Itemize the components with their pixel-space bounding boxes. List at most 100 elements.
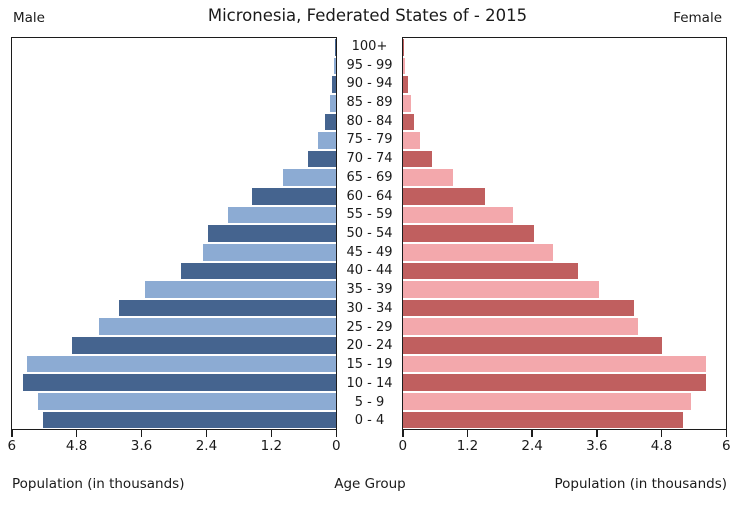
bar-female-0-4 [403, 411, 683, 429]
tick-label-female-0: 0 [398, 438, 408, 454]
bar-row-male-0-4 [12, 411, 336, 430]
bar-row-male-85-89 [12, 94, 336, 113]
bar-row-female-50-54 [403, 224, 726, 243]
bar-row-female-40-44 [403, 262, 726, 281]
bar-row-male-15-19 [12, 355, 336, 374]
bar-row-male-90-94 [12, 75, 336, 94]
bar-row-male-45-49 [12, 243, 336, 262]
tick-male-6 [11, 430, 13, 437]
tick-label-male-3.6: 3.6 [130, 438, 153, 454]
bar-female-10-14 [403, 374, 707, 391]
age-label-85-89: 85 - 89 [346, 95, 393, 111]
bar-row-female-85-89 [403, 94, 726, 113]
tick-female-4.8 [660, 430, 663, 437]
bar-row-female-55-59 [403, 206, 726, 225]
bar-male-20-24 [72, 337, 336, 354]
bar-female-100plus [403, 39, 405, 56]
bar-row-male-30-34 [12, 299, 336, 318]
male-bars-panel [11, 37, 337, 430]
tick-male-2.4 [205, 430, 208, 437]
bar-male-40-44 [181, 262, 336, 280]
age-label-55-59: 55 - 59 [346, 207, 393, 223]
bar-male-45-49 [202, 243, 336, 261]
bar-row-male-35-39 [12, 280, 336, 299]
tick-male-4.8 [75, 430, 78, 437]
tick-label-female-1.2: 1.2 [456, 438, 479, 454]
bar-row-female-20-24 [403, 336, 726, 355]
tick-label-male-2.4: 2.4 [195, 438, 218, 454]
bar-row-male-70-74 [12, 150, 336, 169]
bar-female-40-44 [403, 262, 579, 280]
bar-male-60-64 [252, 188, 336, 205]
bar-row-male-75-79 [12, 131, 336, 150]
bar-row-female-100plus [403, 38, 726, 57]
age-axis-caption: Age Group [334, 476, 406, 492]
bar-male-70-74 [307, 150, 336, 168]
tick-label-male-1.2: 1.2 [260, 438, 283, 454]
tick-female-1.2 [466, 430, 469, 437]
age-group-axis: 100+ 95 - 99 90 - 94 85 - 89 80 - 84 75 - 79 7… [337, 37, 402, 430]
bar-male-10-14 [23, 374, 336, 391]
female-side-label: Female [673, 10, 722, 26]
age-label-40-44: 40 - 44 [346, 263, 393, 279]
bar-row-female-35-39 [403, 280, 726, 299]
tick-female-2.4 [531, 430, 533, 437]
bar-male-25-29 [98, 318, 336, 335]
tick-label-female-6: 6 [721, 438, 731, 454]
bar-row-female-0-4 [403, 411, 726, 430]
bar-female-70-74 [403, 150, 433, 168]
bar-row-male-10-14 [12, 373, 336, 392]
bar-female-90-94 [403, 76, 408, 93]
bar-row-female-30-34 [403, 299, 726, 318]
bar-male-65-69 [282, 169, 336, 186]
bar-female-85-89 [403, 94, 411, 112]
male-side-label: Male [13, 10, 45, 26]
female-axis-caption: Population (in thousands) [554, 476, 727, 492]
bar-female-20-24 [403, 337, 662, 354]
bar-row-female-5-9 [403, 392, 726, 411]
tick-male-1.2 [270, 430, 273, 437]
age-label-65-69: 65 - 69 [346, 169, 393, 185]
bar-row-female-90-94 [403, 75, 726, 94]
bar-female-5-9 [403, 392, 691, 410]
age-label-70-74: 70 - 74 [346, 151, 393, 167]
male-axis-caption: Population (in thousands) [12, 476, 185, 492]
bar-male-15-19 [27, 355, 336, 373]
age-label-35-39: 35 - 39 [346, 282, 393, 298]
age-label-10-14: 10 - 14 [346, 375, 393, 391]
tick-label-male-0: 0 [331, 438, 341, 454]
tick-label-female-2.4: 2.4 [521, 438, 543, 454]
age-label-15-19: 15 - 19 [346, 357, 393, 373]
age-label-75-79: 75 - 79 [346, 132, 393, 148]
bar-male-80-84 [325, 113, 336, 131]
tick-female-0 [402, 430, 404, 437]
bar-male-95-99 [334, 57, 336, 75]
bar-female-75-79 [403, 132, 421, 149]
chart-title: Micronesia, Federated States of - 2015 [207, 6, 528, 25]
bar-female-55-59 [403, 206, 513, 224]
bar-row-male-5-9 [12, 392, 336, 411]
bar-row-male-100plus [12, 38, 336, 57]
tick-male-3.6 [140, 430, 143, 437]
tick-label-male-6: 6 [7, 438, 17, 454]
age-label-25-29: 25 - 29 [346, 319, 393, 335]
age-label-95-99: 95 - 99 [346, 57, 393, 73]
bar-female-95-99 [403, 57, 406, 75]
bar-female-45-49 [403, 243, 553, 261]
bar-row-male-55-59 [12, 206, 336, 225]
bar-row-female-65-69 [403, 168, 726, 187]
female-bars-panel [402, 37, 727, 430]
tick-label-female-4.8: 4.8 [650, 438, 673, 454]
tick-label-male-4.8: 4.8 [65, 438, 88, 454]
bar-row-female-75-79 [403, 131, 726, 150]
bar-row-female-10-14 [403, 373, 726, 392]
bar-row-female-95-99 [403, 57, 726, 76]
tick-label-female-3.6: 3.6 [586, 438, 608, 454]
bar-female-30-34 [403, 299, 635, 317]
age-label-30-34: 30 - 34 [346, 300, 393, 316]
bar-female-50-54 [403, 225, 534, 242]
bar-row-male-20-24 [12, 336, 336, 355]
tick-female-6 [725, 430, 727, 437]
age-label-60-64: 60 - 64 [346, 188, 393, 204]
